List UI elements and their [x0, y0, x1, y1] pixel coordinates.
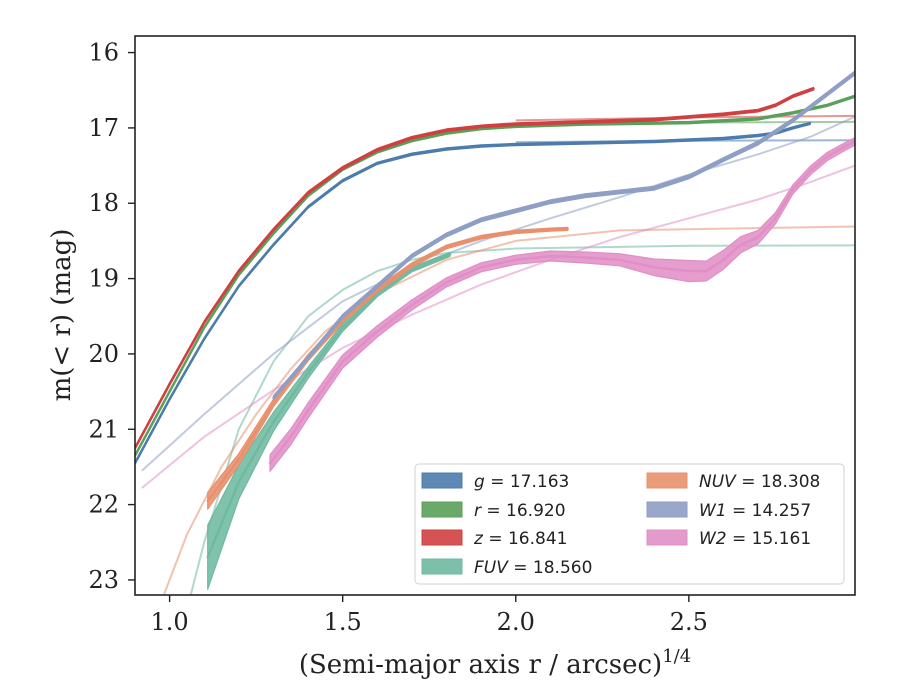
- legend: g = 17.163 r = 16.920 z = 16.841 FUV = 18.5…: [414, 463, 845, 585]
- legend-swatch-nuv: [646, 472, 688, 489]
- data-line-w1: [272, 71, 855, 399]
- legend-label-nuv: NUV = 18.308: [699, 472, 820, 492]
- legend-swatch-z: [421, 529, 463, 546]
- legend-box: [414, 463, 845, 585]
- plot-frame: [134, 35, 856, 596]
- legend-swatch-w2: [646, 529, 688, 546]
- legend-label-w2: W2 = 15.161: [699, 529, 811, 549]
- y-tick-label: 21: [88, 415, 119, 443]
- y-tick-label: 22: [88, 491, 119, 519]
- data-band-fuv: [207, 252, 451, 590]
- legend-swatch-g: [421, 472, 463, 489]
- y-tick-label: 17: [88, 114, 119, 142]
- y-tick-label: 19: [88, 265, 119, 293]
- data-band-w2: [269, 137, 855, 472]
- data-line-w2: [268, 140, 855, 465]
- legend-swatch-w1: [646, 501, 688, 518]
- x-tick-label: 2.0: [497, 608, 535, 636]
- y-tick-label: 23: [88, 566, 119, 594]
- data-line-fuv: [206, 253, 452, 559]
- model-curve-w1: [141, 115, 855, 472]
- model-curve-w2: [141, 164, 855, 489]
- x-axis-label-text: (Semi-major axis r / arcsec): [299, 650, 662, 680]
- legend-label-g: g = 17.163: [474, 472, 569, 492]
- legend-label-fuv: FUV = 18.560: [474, 558, 592, 578]
- y-tick-label: 16: [88, 39, 119, 67]
- x-axis-label-exponent: 1/4: [662, 646, 691, 667]
- x-tick-label: 1.5: [324, 608, 362, 636]
- data-line-r: [135, 95, 855, 457]
- x-axis: 1.0 1.5 2.0 2.5: [151, 595, 708, 636]
- data-line-g: [135, 122, 812, 465]
- y-tick-label: 20: [88, 340, 119, 368]
- y-tick-label: 18: [88, 189, 119, 217]
- x-axis-label: (Semi-major axis r / arcsec)1/4: [299, 646, 691, 680]
- x-tick-label: 1.0: [151, 608, 189, 636]
- data-line-z: [135, 87, 815, 450]
- data-line-nuv: [206, 227, 569, 502]
- legend-swatch-fuv: [421, 558, 463, 575]
- legend-label-w1: W1 = 14.257: [699, 501, 811, 521]
- legend-swatch-r: [421, 501, 463, 518]
- y-axis-label: m(< r) (mag): [47, 229, 77, 402]
- x-tick-label: 2.5: [670, 608, 708, 636]
- data-band-w1: [272, 70, 855, 401]
- y-axis: 16 17 18 19 20 21 22 23: [88, 39, 135, 594]
- data-bands: [135, 70, 855, 590]
- model-curves: [141, 114, 855, 595]
- legend-label-z: z = 16.841: [473, 529, 567, 549]
- data-band-g: [135, 121, 811, 465]
- legend-label-r: r = 16.920: [474, 501, 566, 521]
